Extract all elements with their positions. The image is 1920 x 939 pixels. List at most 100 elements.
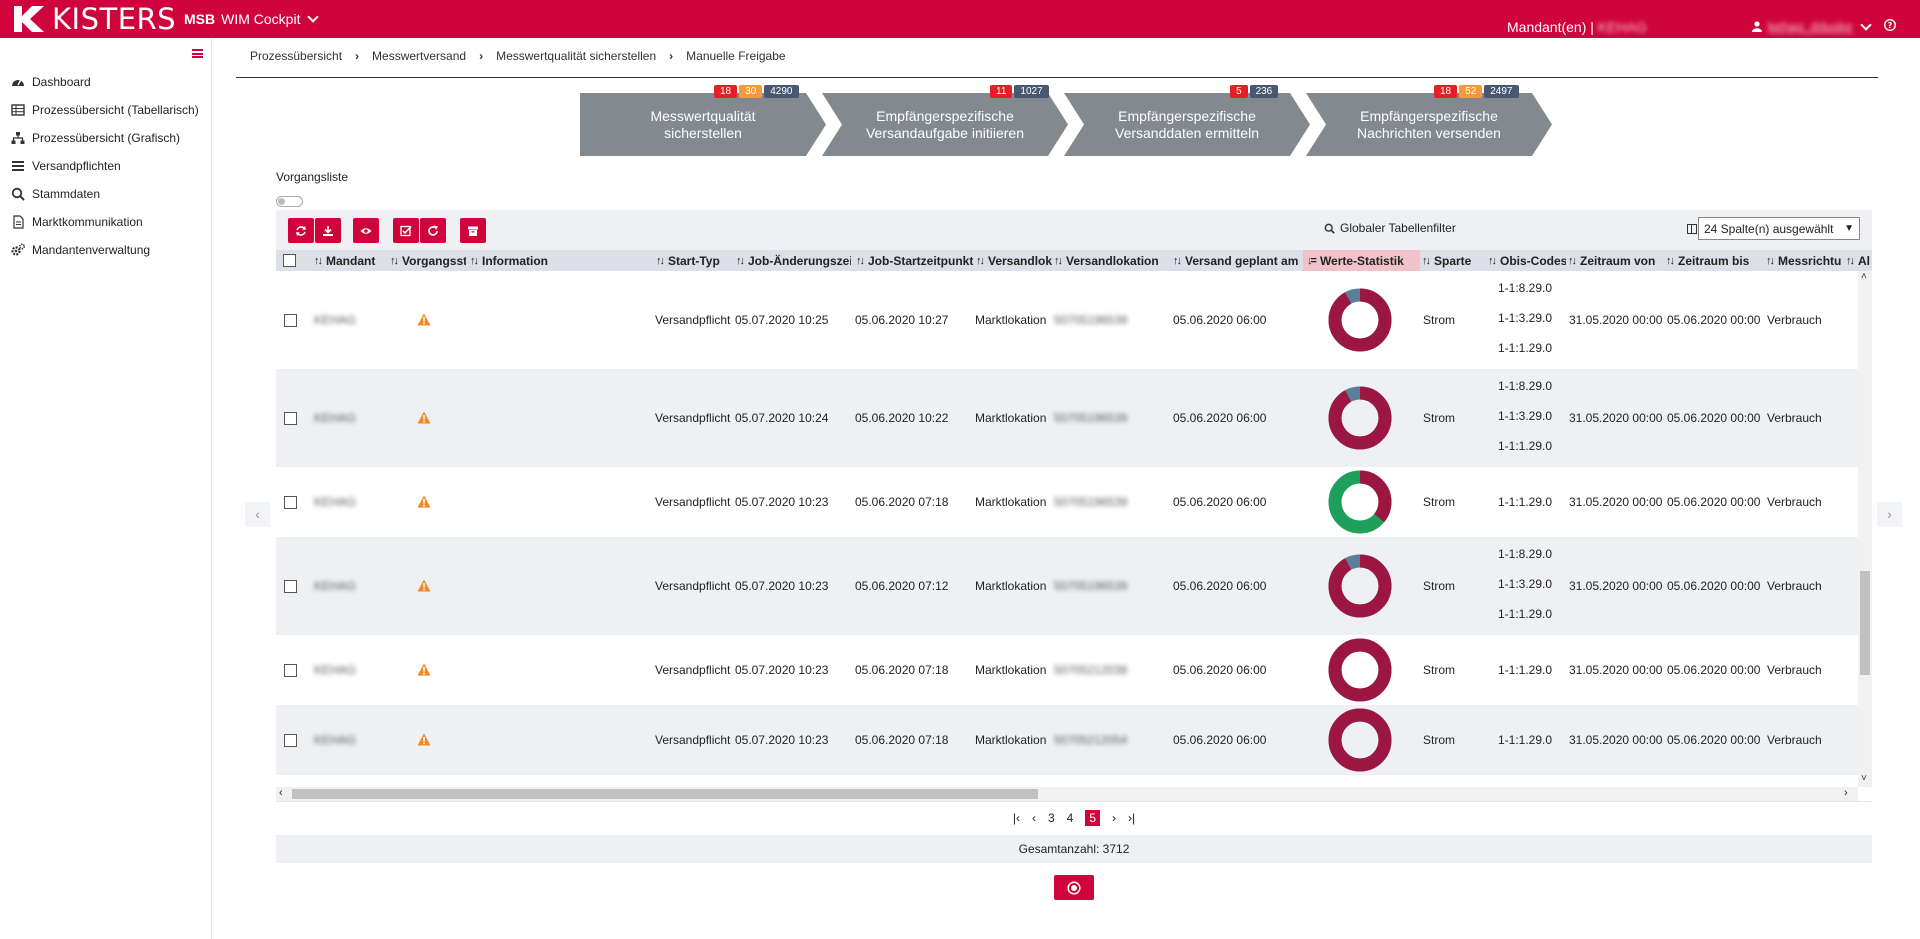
step-arrow-shape [580,93,826,156]
sidebar-item-label: Versandpflichten [32,159,121,173]
column-header-werte-statistik[interactable]: ↓= Werte-Statistik [1303,250,1420,271]
column-header-vorgangsstatus[interactable]: ↑↓ Vorgangsst [390,254,466,268]
breadcrumb-item[interactable]: Messwertqualität sicherstellen [496,49,657,63]
column-selector[interactable]: 24 Spalte(n) ausgewählt ▼ [1698,217,1860,240]
column-header-information[interactable]: ↑↓ Information [470,254,548,268]
record-button[interactable] [1054,875,1094,900]
scroll-down-icon[interactable]: ˅ [1861,773,1867,784]
werte-statistik-donut[interactable] [1328,554,1392,618]
werte-statistik-donut[interactable] [1328,638,1392,702]
mandant-selector[interactable]: Mandant(en) | KEHAG [1507,19,1647,35]
vorgangsliste-toggle[interactable] [276,196,303,207]
werte-statistik-donut[interactable] [1328,288,1392,352]
user-menu[interactable]: kehag_dduske [1752,18,1872,34]
row-checkbox[interactable] [284,412,297,425]
werte-statistik-donut[interactable] [1328,708,1392,772]
mandant-label: Mandant(en) | [1507,19,1594,35]
reload-button[interactable] [420,218,446,243]
chevron-left-icon[interactable]: ‹ [245,502,270,527]
step-versanddaten[interactable]: Empfängerspezifische Versanddaten ermitt… [1064,85,1310,156]
sidebar-item-process-graphic[interactable]: Prozessübersicht (Grafisch) [11,124,199,152]
sidebar-item-versandpflichten[interactable]: Versandpflichten [11,152,199,180]
help-icon[interactable]: ? [1883,18,1897,34]
sidebar-item-label: Mandantenverwaltung [32,243,151,257]
step-arrow-shape [1064,93,1310,156]
hamburger-menu-icon[interactable] [192,49,203,58]
horizontal-scrollbar[interactable]: ‹ › [276,787,1858,801]
column-header-job-startzeitpunkt[interactable]: ↑↓ Job-Startzeitpunkt [856,254,974,268]
table-row[interactable]: KEHAG Versandpflicht 05.07.2020 10:25 05.06… [276,271,1858,369]
global-table-filter[interactable]: Globaler Tabellenfilter [1324,221,1456,235]
sidebar-item-process-table[interactable]: Prozessübersicht (Tabellarisch) [11,96,199,124]
column-header-obis-codes[interactable]: ↑↓ Obis-Codes [1488,254,1566,268]
table-row[interactable]: KEHAG Versandpflicht 05.07.2020 10:23 05.06… [276,705,1858,775]
column-header-zeitraum-bis[interactable]: ↑↓ Zeitraum bis [1666,254,1750,268]
pagination: |‹ ‹ 3 4 5 › ›| [276,801,1872,834]
cell-versandlok: Marktlokation [975,313,1047,327]
werte-statistik-donut[interactable] [1328,470,1392,534]
cell-job-aenderungszeit: 05.07.2020 10:24 [735,411,829,425]
breadcrumb-item[interactable]: Messwertversand [372,49,467,63]
row-checkbox[interactable] [284,734,297,747]
first-page-icon[interactable]: |‹ [1012,811,1020,825]
sidebar-item-mandantenverwaltung[interactable]: Mandantenverwaltung [11,236,199,264]
column-header-start-typ[interactable]: ↑↓ Start-Typ [656,254,720,268]
table-row[interactable]: KEHAG Versandpflicht 05.07.2020 10:23 05.06… [276,635,1858,705]
page-link[interactable]: 3 [1047,811,1055,825]
step-versandaufgabe[interactable]: Empfängerspezifische Versandaufgabe init… [822,85,1068,156]
select-all-checkbox[interactable] [283,254,296,267]
app-switcher[interactable]: MSB WIM Cockpit [184,11,320,27]
sidebar-item-stammdaten[interactable]: Stammdaten [11,180,199,208]
scrollbar-thumb[interactable] [292,789,1038,799]
column-header-versand-geplant-am[interactable]: ↑↓ Versand geplant am [1173,254,1299,268]
approve-button[interactable] [393,218,419,243]
werte-statistik-donut[interactable] [1328,386,1392,450]
kisters-logo[interactable]: KISTERS [12,4,176,34]
cell-versandlok: Marktlokation [975,495,1047,509]
scrollbar-thumb[interactable] [1860,571,1870,675]
cell-versandlokation: 50705196539 [1054,579,1128,593]
step-messwertqualitaet[interactable]: Messwertqualität sicherstellen 18 30 429… [580,85,826,156]
refresh-button[interactable] [288,218,314,243]
row-checkbox[interactable] [284,664,297,677]
cell-obis-code: 1-1:1.29.0 [1498,495,1553,509]
column-header-job-aenderungszeit[interactable]: ↑↓ Job-Änderungszeit [736,254,851,268]
scroll-right-icon[interactable]: › [1844,787,1848,799]
row-checkbox[interactable] [284,496,297,509]
cell-versand-geplant-am: 05.06.2020 06:00 [1173,495,1267,509]
next-page-icon[interactable]: › [1112,811,1117,825]
chevron-right-icon[interactable]: › [1877,502,1902,527]
column-header-al[interactable]: ↑↓ Al [1846,254,1870,268]
column-header-messrichtung[interactable]: ↑↓ Messrichtu [1766,254,1842,268]
view-button[interactable] [353,218,379,243]
mandant-value: KEHAG [1597,19,1647,35]
scroll-up-icon[interactable]: ˄ [1861,271,1867,282]
column-header-mandant[interactable]: ↑↓ Mandant [314,254,376,268]
column-header-versandlok[interactable]: ↑↓ Versandlok [976,254,1052,268]
archive-button[interactable] [460,218,486,243]
row-checkbox[interactable] [284,580,297,593]
cell-job-startzeitpunkt: 05.06.2020 07:18 [855,663,949,677]
row-checkbox[interactable] [284,314,297,327]
column-header-versandlokation[interactable]: ↑↓ Versandlokation [1054,254,1159,268]
vertical-scrollbar[interactable]: ˄ ˅ [1858,271,1872,787]
step-nachrichten[interactable]: Empfängerspezifische Nachrichten versend… [1306,85,1552,156]
column-header-sparte[interactable]: ↑↓ Sparte [1422,254,1472,268]
column-selector-value: 24 Spalte(n) ausgewählt [1704,221,1834,236]
sidebar-item-marktkommunikation[interactable]: Marktkommunikation [11,208,199,236]
breadcrumb-item[interactable]: Prozessübersicht [250,49,343,63]
last-page-icon[interactable]: ›| [1128,811,1136,825]
prev-page-icon[interactable]: ‹ [1031,811,1036,825]
sidebar-item-dashboard[interactable]: Dashboard [11,68,199,96]
table-row[interactable]: KEHAG Versandpflicht 05.07.2020 10:24 05.06… [276,369,1858,467]
table-row[interactable]: KEHAG Versandpflicht 05.07.2020 10:23 05.06… [276,467,1858,537]
error-badge: 11 [990,85,1013,98]
column-header-zeitraum-von[interactable]: ↑↓ Zeitraum von [1568,254,1656,268]
scroll-left-icon[interactable]: ‹ [279,787,283,799]
table-row[interactable]: KEHAG Versandpflicht 05.07.2020 10:23 05.06… [276,537,1858,635]
page-link[interactable]: 4 [1066,811,1074,825]
warning-icon [417,663,431,676]
breadcrumb: Prozessübersicht › Messwertversand › Mes… [250,49,786,63]
download-button[interactable] [315,218,341,243]
page-link-active[interactable]: 5 [1085,810,1101,826]
